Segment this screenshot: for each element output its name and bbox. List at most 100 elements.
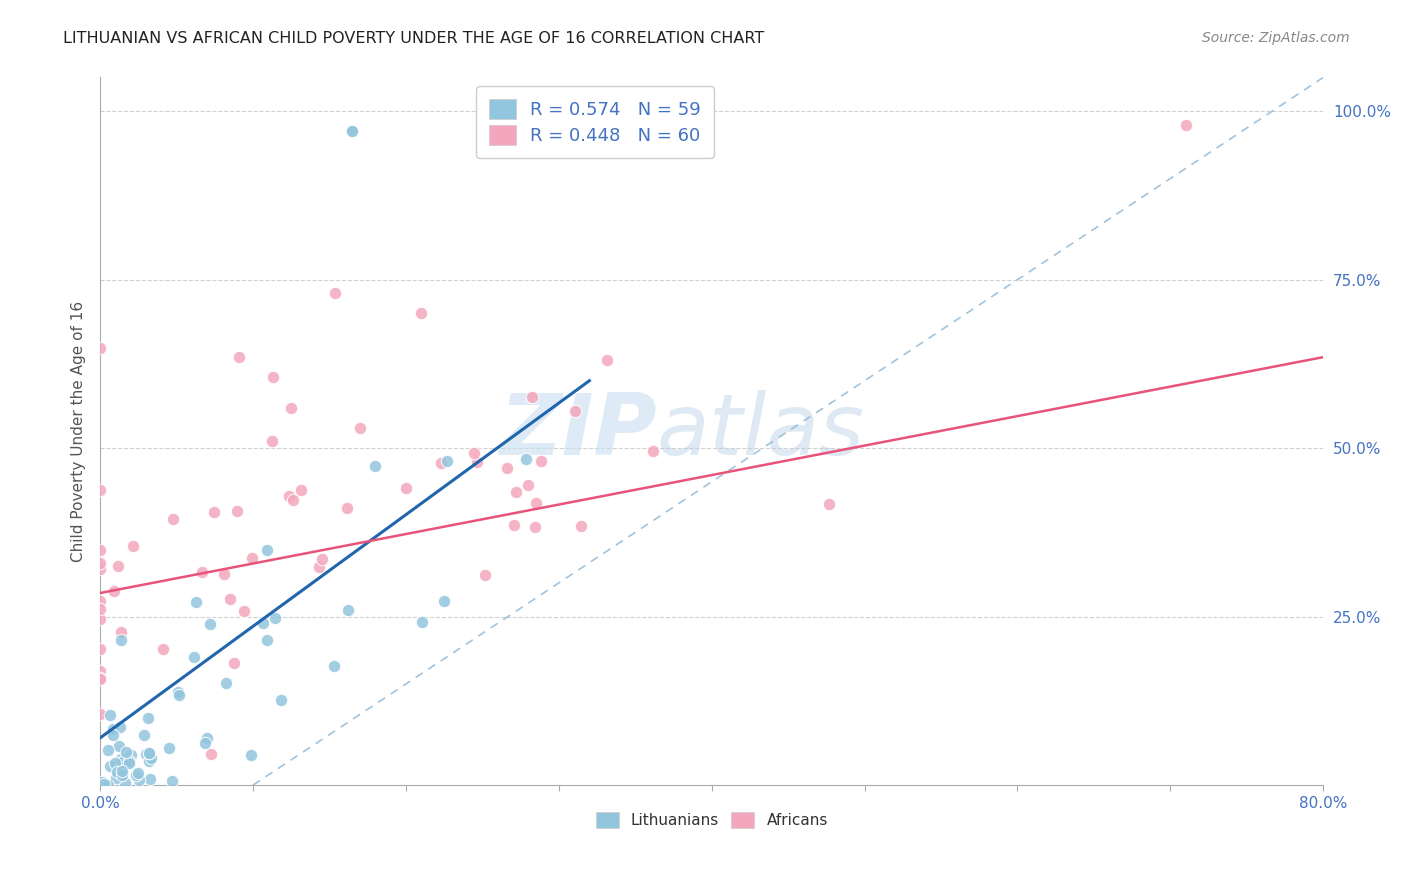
Point	[280, 401, 302, 416]
Legend: Lithuanians, Africans: Lithuanians, Africans	[589, 805, 834, 834]
Point	[91, 775, 114, 789]
Point	[162, 773, 184, 788]
Point	[270, 693, 292, 707]
Point	[89, 673, 111, 687]
Point	[120, 748, 142, 763]
Point	[290, 483, 312, 498]
Point	[162, 512, 184, 526]
Point	[364, 459, 387, 474]
Point	[226, 504, 249, 518]
Point	[118, 756, 141, 771]
Point	[89, 594, 111, 608]
Point	[114, 776, 136, 790]
Point	[349, 421, 371, 435]
Point	[215, 676, 238, 690]
Point	[127, 766, 149, 780]
Point	[516, 478, 538, 492]
Point	[167, 688, 190, 702]
Point	[395, 482, 418, 496]
Point	[183, 650, 205, 665]
Point	[89, 665, 111, 679]
Point	[564, 404, 586, 418]
Point	[89, 341, 111, 355]
Point	[311, 551, 333, 566]
Point	[107, 559, 129, 574]
Point	[135, 747, 157, 762]
Point	[103, 584, 125, 599]
Point	[264, 611, 287, 625]
Point	[496, 460, 519, 475]
Point	[138, 754, 160, 768]
Point	[89, 483, 111, 498]
Point	[277, 489, 299, 503]
Point	[105, 771, 128, 785]
Point	[138, 711, 160, 725]
Point	[104, 756, 127, 771]
Point	[184, 595, 207, 609]
Point	[596, 353, 619, 368]
Point	[141, 751, 163, 765]
Point	[818, 497, 841, 511]
Point	[89, 706, 111, 721]
Point	[308, 559, 330, 574]
Point	[262, 370, 284, 384]
Text: atlas: atlas	[657, 390, 865, 473]
Point	[256, 632, 278, 647]
Point	[89, 612, 111, 626]
Point	[110, 752, 132, 766]
Point	[1174, 118, 1197, 132]
Point	[342, 124, 364, 138]
Point	[108, 720, 131, 734]
Point	[139, 772, 162, 787]
Point	[89, 602, 111, 616]
Point	[214, 566, 236, 581]
Point	[98, 759, 121, 773]
Point	[474, 568, 496, 582]
Point	[111, 755, 134, 769]
Point	[134, 728, 156, 742]
Point	[411, 305, 433, 319]
Point	[430, 456, 453, 470]
Point	[337, 603, 360, 617]
Point	[524, 496, 547, 510]
Point	[101, 722, 124, 736]
Point	[193, 735, 215, 749]
Point	[198, 617, 221, 632]
Point	[515, 451, 537, 466]
Point	[111, 768, 134, 782]
Point	[152, 642, 174, 657]
Point	[465, 455, 488, 469]
Point	[105, 764, 128, 779]
Point	[167, 685, 190, 699]
Point	[283, 493, 305, 508]
Point	[103, 728, 125, 742]
Point	[89, 671, 111, 685]
Point	[89, 642, 111, 657]
Point	[97, 743, 120, 757]
Point	[228, 350, 250, 364]
Point	[110, 633, 132, 648]
Text: Source: ZipAtlas.com: Source: ZipAtlas.com	[1202, 31, 1350, 45]
Point	[118, 754, 141, 768]
Point	[96, 778, 118, 792]
Point	[256, 542, 278, 557]
Point	[202, 505, 225, 519]
Point	[323, 658, 346, 673]
Point	[115, 745, 138, 759]
Point	[224, 656, 246, 670]
Point	[323, 285, 346, 300]
Point	[260, 434, 283, 448]
Point	[197, 731, 219, 745]
Point	[520, 390, 543, 404]
Point	[191, 566, 214, 580]
Point	[93, 777, 115, 791]
Point	[200, 747, 222, 762]
Point	[89, 561, 111, 575]
Text: LITHUANIAN VS AFRICAN CHILD POVERTY UNDER THE AGE OF 16 CORRELATION CHART: LITHUANIAN VS AFRICAN CHILD POVERTY UNDE…	[63, 31, 765, 46]
Point	[108, 739, 131, 754]
Point	[232, 603, 254, 617]
Point	[121, 539, 143, 553]
Point	[463, 445, 485, 459]
Point	[433, 594, 456, 608]
Point	[529, 454, 551, 468]
